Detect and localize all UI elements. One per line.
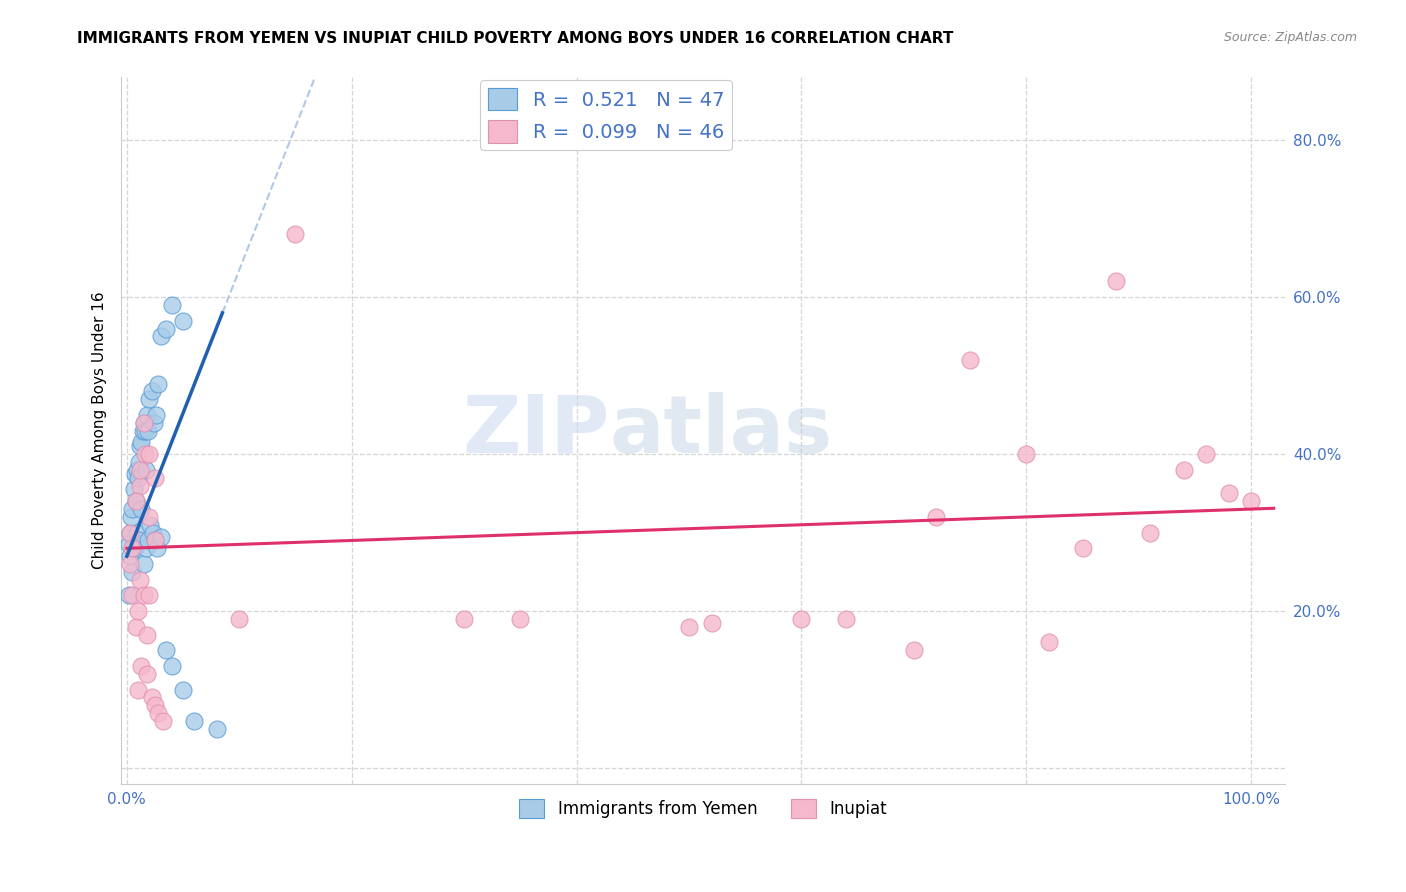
Legend: Immigrants from Yemen, Inupiat: Immigrants from Yemen, Inupiat [513, 792, 893, 825]
Point [143, 698, 166, 713]
Point [134, 424, 156, 438]
Point [1105, 275, 1128, 289]
Point [136, 424, 159, 438]
Point [136, 627, 159, 641]
Point [959, 353, 981, 368]
Point [129, 463, 152, 477]
Point [135, 463, 157, 477]
Point [1038, 635, 1060, 649]
Point [141, 690, 163, 705]
Point [155, 643, 177, 657]
Point [172, 314, 194, 328]
Y-axis label: Child Poverty Among Boys Under 16: Child Poverty Among Boys Under 16 [93, 292, 107, 569]
Point [1173, 463, 1195, 477]
Point [142, 525, 165, 540]
Point [120, 525, 142, 540]
Point [678, 620, 700, 634]
Point [132, 416, 155, 430]
Point [146, 541, 169, 556]
Point [132, 557, 155, 571]
Point [183, 714, 205, 728]
Point [125, 494, 148, 508]
Point [125, 463, 148, 477]
Point [790, 612, 813, 626]
Point [128, 533, 150, 548]
Point [118, 537, 141, 551]
Point [128, 455, 150, 469]
Point [1240, 494, 1263, 508]
Point [509, 612, 531, 626]
Point [129, 478, 152, 492]
Point [138, 447, 160, 461]
Point [131, 659, 153, 673]
Point [139, 517, 162, 532]
Point [835, 612, 858, 626]
Point [124, 541, 146, 556]
Point [205, 722, 228, 736]
Point [127, 471, 149, 485]
Point [149, 329, 172, 343]
Point [135, 541, 157, 556]
Point [284, 227, 307, 242]
Point [129, 439, 152, 453]
Point [120, 509, 142, 524]
Point [138, 509, 160, 524]
Point [453, 612, 475, 626]
Point [1218, 486, 1240, 500]
Point [152, 714, 174, 728]
Point [125, 525, 148, 540]
Point [143, 471, 166, 485]
Point [903, 643, 925, 657]
Point [118, 588, 141, 602]
Point [132, 588, 155, 602]
Point [127, 604, 149, 618]
Point [131, 502, 153, 516]
Text: IMMIGRANTS FROM YEMEN VS INUPIAT CHILD POVERTY AMONG BOYS UNDER 16 CORRELATION C: IMMIGRANTS FROM YEMEN VS INUPIAT CHILD P… [77, 31, 953, 46]
Point [1071, 541, 1094, 556]
Text: ZIP: ZIP [463, 392, 610, 469]
Point [148, 706, 170, 720]
Point [125, 494, 148, 508]
Point [172, 682, 194, 697]
Point [121, 502, 143, 516]
Point [149, 529, 172, 543]
Point [125, 620, 148, 634]
Point [148, 376, 170, 391]
Point [155, 321, 177, 335]
Point [136, 666, 159, 681]
Point [228, 612, 250, 626]
Point [138, 392, 160, 407]
Point [129, 573, 152, 587]
Point [121, 565, 143, 579]
Text: Source: ZipAtlas.com: Source: ZipAtlas.com [1223, 31, 1357, 45]
Point [142, 416, 165, 430]
Point [136, 533, 159, 548]
Point [121, 588, 143, 602]
Point [160, 298, 183, 312]
Point [1015, 447, 1038, 461]
Point [120, 525, 142, 540]
Point [131, 424, 153, 438]
Point [136, 408, 159, 422]
Point [925, 509, 948, 524]
Point [122, 483, 145, 497]
Point [145, 408, 167, 422]
Point [134, 447, 156, 461]
Text: atlas: atlas [610, 392, 834, 469]
Point [124, 467, 146, 481]
Point [1139, 525, 1161, 540]
Point [143, 533, 166, 548]
Point [143, 533, 166, 548]
Point [138, 588, 160, 602]
Point [120, 557, 142, 571]
Point [700, 615, 723, 630]
Point [132, 416, 155, 430]
Point [131, 435, 153, 450]
Point [141, 384, 163, 399]
Point [1195, 447, 1218, 461]
Point [127, 682, 149, 697]
Point [121, 541, 143, 556]
Point [120, 549, 142, 563]
Point [160, 659, 183, 673]
